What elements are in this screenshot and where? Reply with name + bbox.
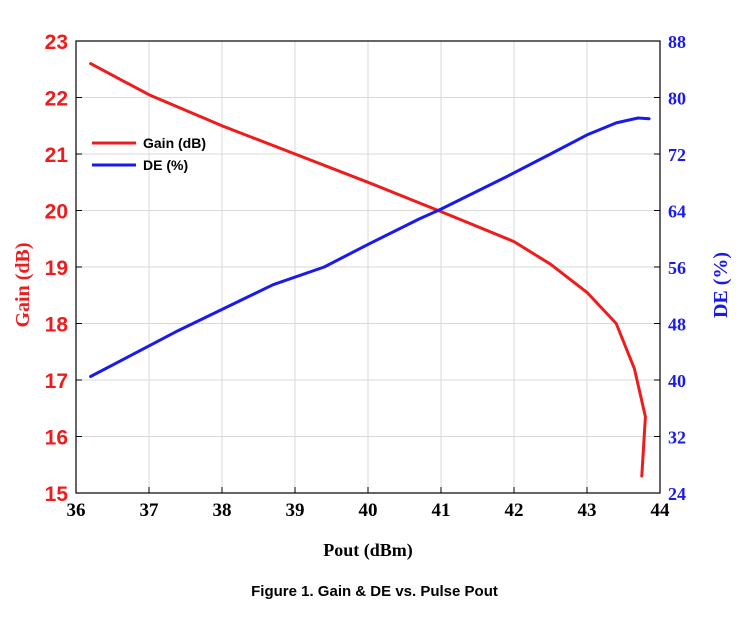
- x-tick-label: 41: [432, 500, 451, 521]
- y-right-tick-label: 56: [668, 258, 686, 278]
- y-right-axis-ticks: 24 32 40 48 56 64 72 80 88: [654, 32, 686, 504]
- y-left-tick-label: 19: [45, 257, 68, 280]
- x-tick-label: 37: [140, 500, 160, 521]
- legend: Gain (dB) DE (%): [92, 135, 206, 173]
- x-axis-label: Pout (dBm): [323, 540, 413, 561]
- x-tick-label: 36: [67, 500, 86, 521]
- grid-lines: [75, 40, 661, 494]
- x-tick-label: 40: [359, 500, 378, 521]
- legend-de-label: DE (%): [143, 157, 188, 173]
- figure-caption: Figure 1. Gain & DE vs. Pulse Pout: [251, 583, 498, 600]
- y-right-tick-label: 64: [668, 202, 686, 222]
- y-right-tick-label: 40: [668, 371, 686, 391]
- x-tick-label: 42: [505, 500, 524, 521]
- y-left-tick-label: 21: [45, 144, 69, 167]
- gain-de-chart: 36 37 38 39 40 41 42 43 44 15 16 17 18 19 20 21 22 23 24…: [12, 31, 732, 561]
- y-left-tick-label: 17: [45, 370, 68, 393]
- x-tick-label: 43: [578, 500, 597, 521]
- y-left-tick-label: 15: [45, 483, 69, 506]
- y-left-tick-label: 16: [45, 427, 68, 450]
- legend-gain-label: Gain (dB): [143, 135, 206, 151]
- y-right-tick-label: 80: [668, 89, 686, 109]
- y-left-tick-label: 20: [45, 201, 68, 224]
- y-left-tick-label: 18: [45, 314, 69, 337]
- y-left-tick-label: 23: [45, 31, 68, 54]
- x-axis-ticks: 36 37 38 39 40 41 42 43 44: [67, 487, 671, 521]
- y-left-tick-label: 22: [45, 88, 68, 111]
- x-tick-label: 38: [213, 500, 232, 521]
- y-right-tick-label: 32: [668, 428, 686, 448]
- series-layer: [89, 62, 651, 478]
- y-right-tick-label: 24: [668, 484, 686, 504]
- y-right-tick-label: 72: [668, 145, 686, 165]
- y-left-axis-ticks: 15 16 17 18 19 20 21 22 23: [45, 31, 82, 506]
- x-tick-label: 44: [651, 500, 671, 521]
- y-right-tick-label: 88: [668, 32, 686, 52]
- y-right-axis-label: DE (%): [710, 252, 732, 318]
- y-right-tick-label: 48: [668, 315, 686, 335]
- de-series-line: [89, 116, 651, 378]
- x-tick-label: 39: [286, 500, 305, 521]
- gain-series-line: [89, 62, 647, 478]
- y-left-axis-label: Gain (dB): [12, 242, 34, 327]
